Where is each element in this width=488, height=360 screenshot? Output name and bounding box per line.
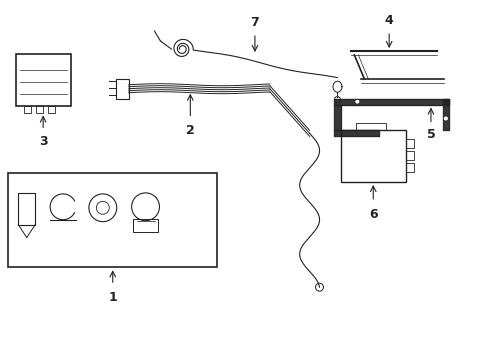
Bar <box>405 139 413 148</box>
Text: 7: 7 <box>250 16 259 29</box>
Bar <box>24 105 31 113</box>
Bar <box>405 163 413 172</box>
Bar <box>341 130 405 182</box>
Circle shape <box>443 116 447 121</box>
Text: 3: 3 <box>39 135 47 148</box>
Text: 4: 4 <box>384 14 393 27</box>
Bar <box>132 219 158 231</box>
Text: 2: 2 <box>185 125 194 138</box>
Bar <box>16 54 71 105</box>
Text: 5: 5 <box>426 129 434 141</box>
Circle shape <box>354 99 359 104</box>
Bar <box>36 105 43 113</box>
Bar <box>356 123 386 130</box>
Bar <box>18 193 35 225</box>
Text: 6: 6 <box>368 208 377 221</box>
Text: 1: 1 <box>108 291 117 304</box>
Bar <box>8 173 217 267</box>
Bar <box>48 105 55 113</box>
Bar <box>405 151 413 160</box>
Bar <box>116 79 128 99</box>
